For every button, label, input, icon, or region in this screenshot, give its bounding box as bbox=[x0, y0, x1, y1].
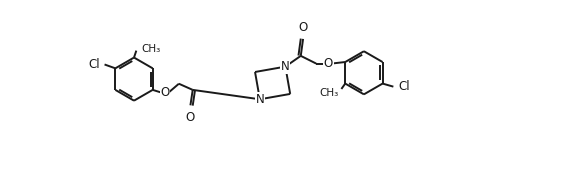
Text: O: O bbox=[186, 111, 195, 124]
Text: CH₃: CH₃ bbox=[141, 44, 160, 54]
Text: Cl: Cl bbox=[398, 80, 409, 93]
Text: O: O bbox=[299, 20, 308, 33]
Text: CH₃: CH₃ bbox=[319, 88, 338, 98]
Text: Cl: Cl bbox=[88, 58, 100, 71]
Text: O: O bbox=[161, 87, 169, 100]
Text: N: N bbox=[255, 93, 264, 106]
Text: O: O bbox=[324, 57, 333, 70]
Text: N: N bbox=[281, 60, 290, 73]
